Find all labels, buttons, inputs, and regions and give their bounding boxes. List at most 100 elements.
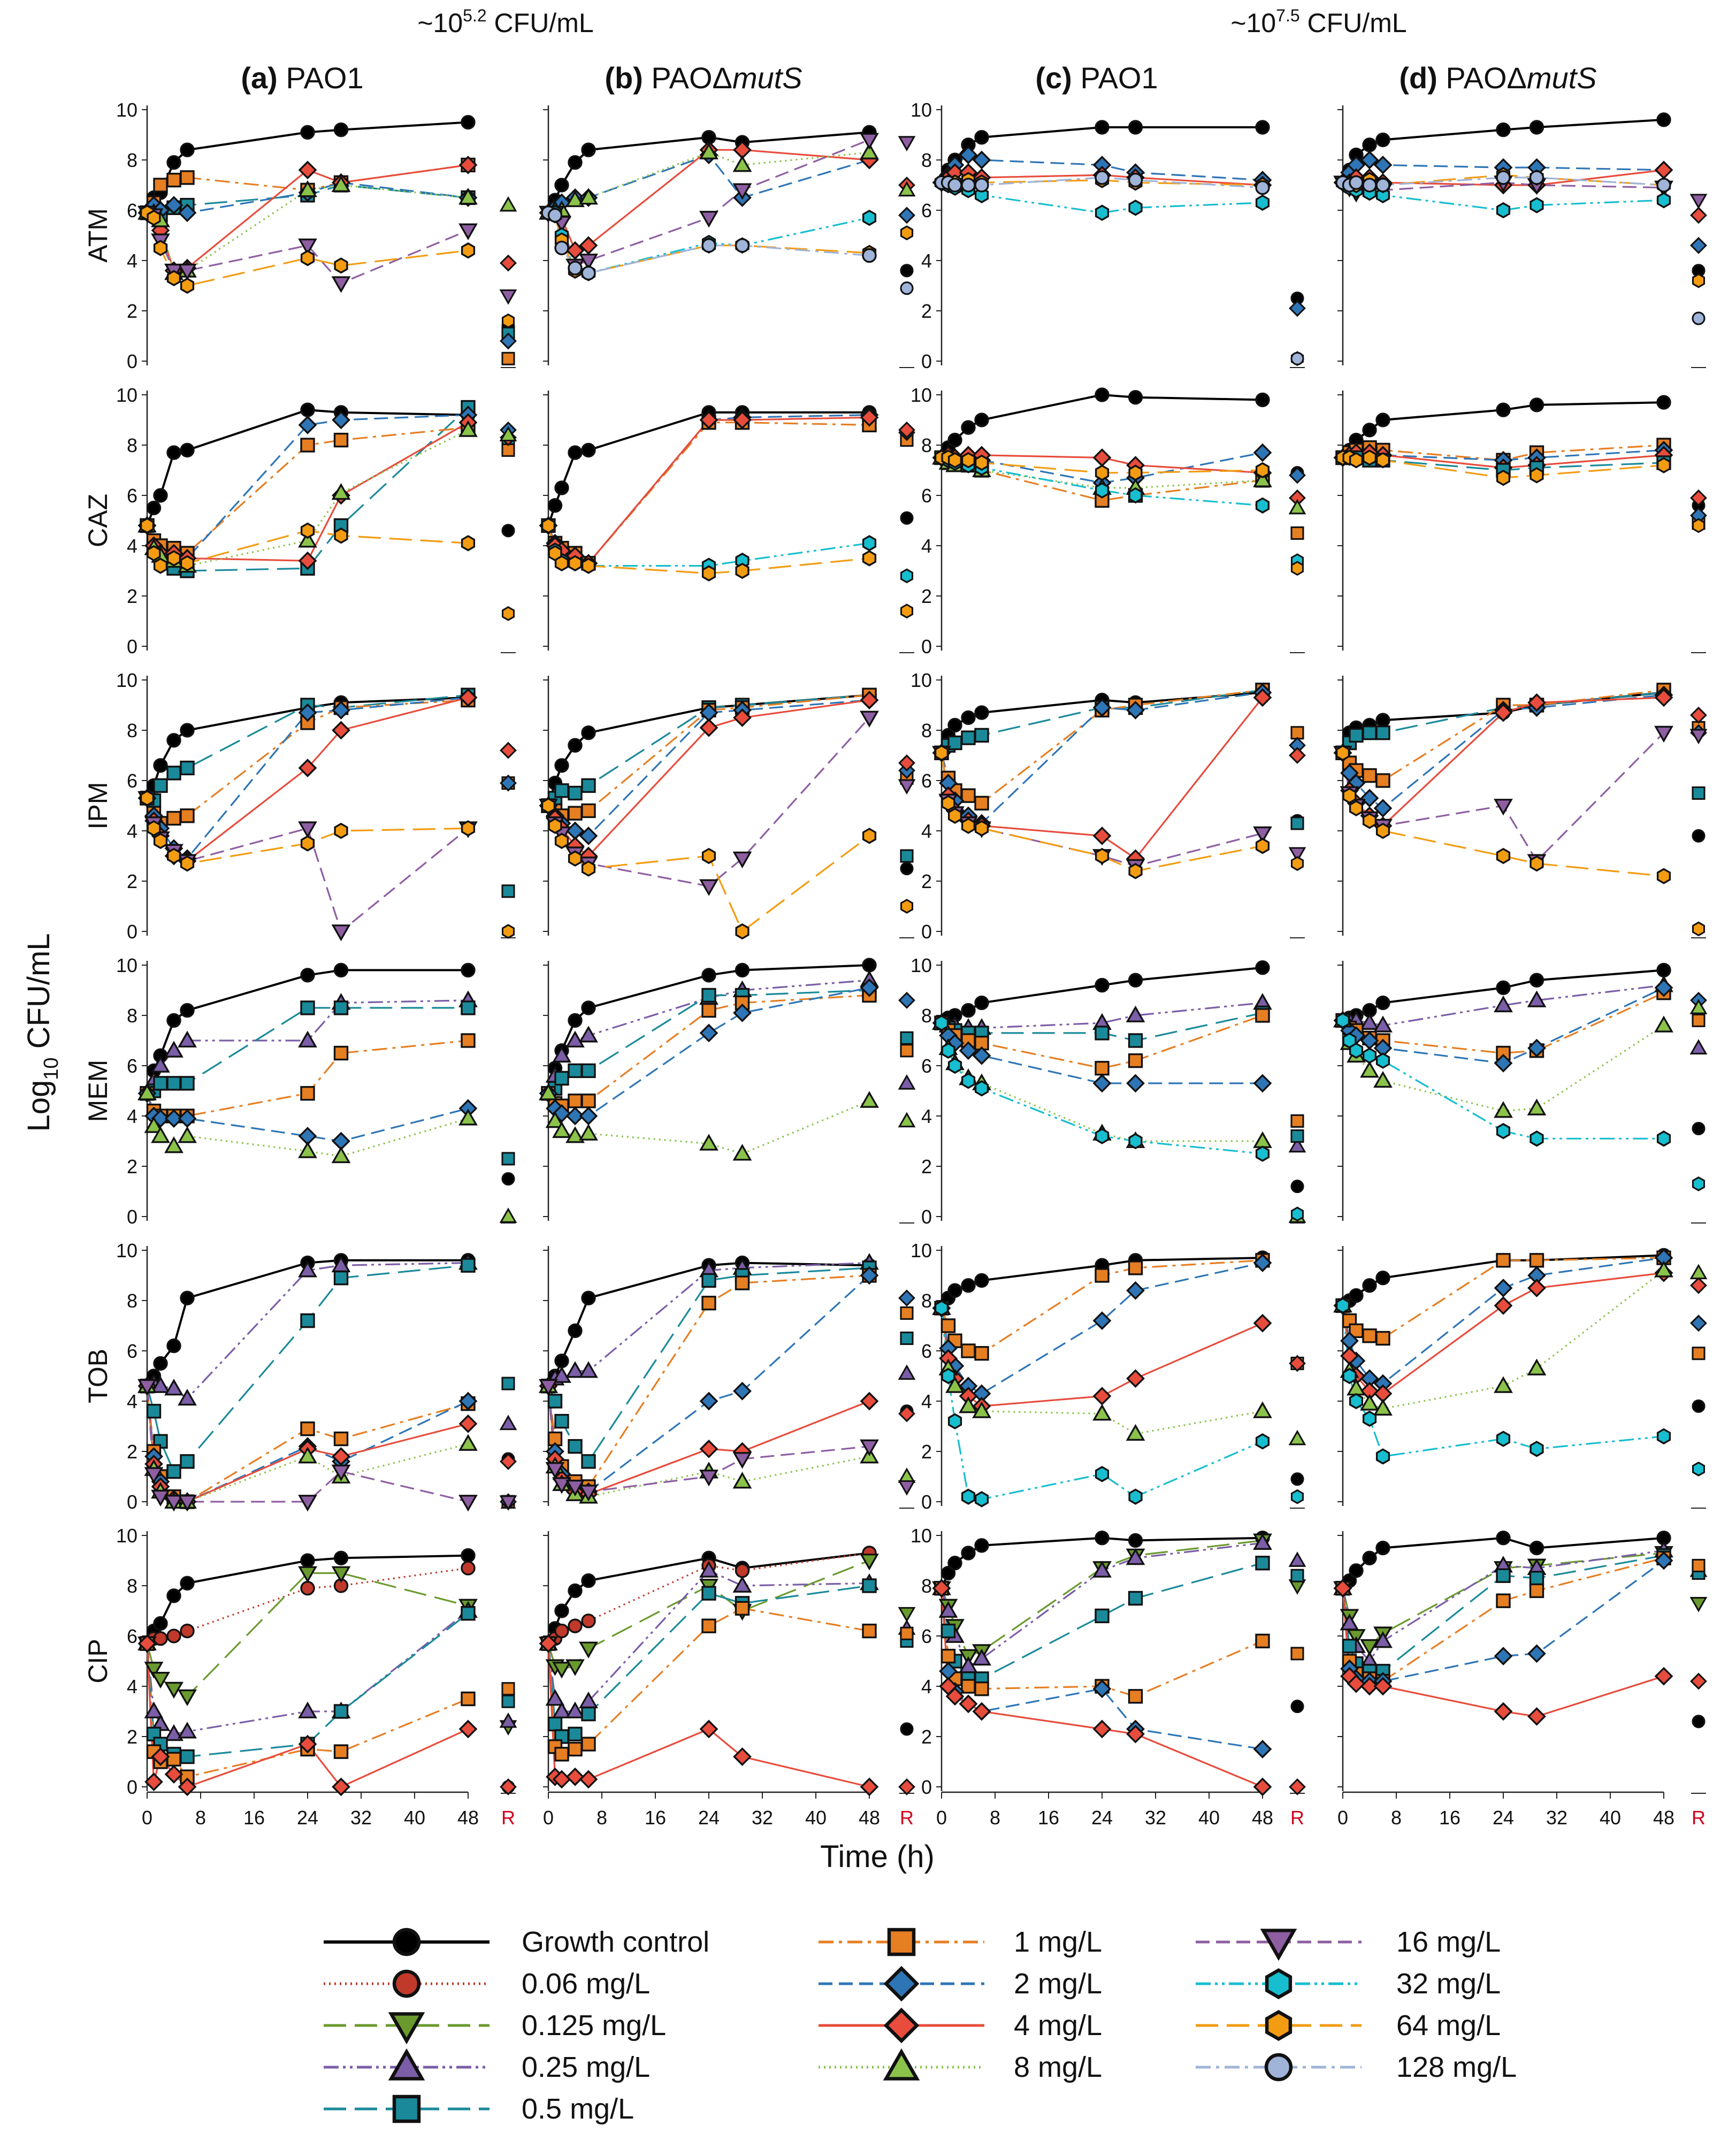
legend-label: 2 mg/L	[1014, 1968, 1102, 2000]
data-point-0-5-mg-l	[146, 1404, 162, 1419]
data-point-8-mg-l	[298, 1447, 317, 1464]
data-point-growth-control	[1375, 132, 1390, 148]
data-point-4-mg-l	[860, 691, 879, 709]
legend-item-8-mg-l: 8 mg/L	[819, 2048, 1102, 2083]
data-point-2-mg-l	[1654, 1551, 1673, 1570]
data-point-2-mg-l	[298, 703, 317, 722]
data-point-growth-control	[1529, 1540, 1544, 1556]
data-point-growth-control	[1128, 390, 1143, 405]
data-point-growth-control	[1362, 1278, 1377, 1293]
data-point-growth-control	[1349, 1563, 1364, 1578]
data-point-2-mg-l	[1373, 156, 1393, 174]
data-point-growth-control	[1128, 120, 1143, 135]
data-point-0-25-mg-l	[1373, 1631, 1393, 1648]
data-point-growth-control	[581, 1000, 596, 1015]
resistant-point-2-mg-l	[898, 1289, 915, 1307]
data-point-0-5-mg-l	[1529, 1571, 1544, 1586]
data-point-2-mg-l	[972, 1046, 991, 1065]
data-point-0-25-mg-l	[164, 1724, 183, 1741]
data-point-4-mg-l	[1654, 160, 1673, 180]
data-point-growth-control	[974, 1538, 989, 1553]
x-tick-label: 40	[1198, 1807, 1220, 1829]
data-point-growth-control	[300, 968, 315, 983]
data-point-128-mg-l	[547, 208, 563, 223]
x-tick-label: 8	[1391, 1807, 1402, 1829]
data-point-64-mg-l	[166, 847, 181, 865]
legend-item-32-mg-l: 32 mg/L	[1196, 1968, 1501, 2000]
data-point-0-5-mg-l	[333, 1000, 349, 1015]
data-point-64-mg-l	[1656, 457, 1671, 473]
y-tick-label: 8	[127, 434, 137, 456]
data-point-32-mg-l	[862, 535, 877, 552]
x-tick-label: 16	[645, 1807, 666, 1829]
data-point-0-5-mg-l	[701, 988, 716, 1003]
series-group	[1333, 683, 1708, 937]
data-point-0-5-mg-l	[166, 1076, 181, 1091]
data-point-growth-control	[180, 1290, 195, 1305]
series-line-32-mg-l	[940, 1308, 1263, 1500]
data-point-4-mg-l	[932, 1579, 951, 1598]
data-point-4-mg-l	[458, 1414, 478, 1433]
data-point-growth-control	[1496, 980, 1511, 995]
data-point-4-mg-l	[1654, 1666, 1673, 1686]
resistant-point-0-5-mg-l	[501, 1377, 515, 1390]
data-point-growth-control	[166, 733, 181, 748]
data-point-8-mg-l	[458, 420, 478, 437]
data-point-64-mg-l	[300, 250, 315, 266]
data-point-64-mg-l	[1095, 847, 1110, 865]
data-point-1-mg-l	[581, 1094, 596, 1108]
data-point-1-mg-l	[568, 806, 583, 821]
panel-ipm-d	[1333, 676, 1708, 938]
data-point-0-125-mg-l	[579, 1641, 598, 1658]
data-point-32-mg-l	[1128, 200, 1143, 216]
data-point-growth-control	[961, 1003, 976, 1018]
data-point-1-mg-l	[1529, 1253, 1544, 1268]
y-tick-label: 8	[127, 720, 137, 741]
resistant-point-4-mg-l	[500, 1778, 517, 1795]
x-tick-label: 32	[1546, 1807, 1567, 1829]
resistant-point-growth-control	[501, 524, 515, 538]
resistant-point-0-25-mg-l	[499, 1415, 517, 1431]
series-group	[932, 960, 1306, 1223]
resistant-point-64-mg-l	[1290, 856, 1304, 871]
data-point-1-mg-l	[1496, 1045, 1511, 1061]
x-tick-label: 24	[1091, 1807, 1113, 1829]
resistant-point-8-mg-l	[499, 196, 517, 212]
data-point-0-25-mg-l	[579, 1361, 598, 1378]
row-label-mem: MEM	[83, 1060, 113, 1122]
data-point-16-mg-l	[732, 1452, 752, 1469]
y-tick-label: 6	[921, 485, 932, 507]
data-point-0-5-mg-l	[568, 1726, 583, 1741]
data-point-128-mg-l	[1656, 178, 1671, 193]
data-point-2-mg-l	[1253, 1074, 1272, 1093]
data-point-2-mg-l	[178, 203, 197, 223]
y-tick-label: 6	[921, 770, 932, 792]
data-point-0-25-mg-l	[1092, 1561, 1112, 1578]
resistant-point-4-mg-l	[1690, 706, 1707, 724]
panel-title-a: (a) PAO1	[241, 61, 363, 95]
data-point-0-5-mg-l	[554, 783, 569, 798]
resistant-point-4-mg-l	[898, 754, 915, 772]
data-point-1-mg-l	[1375, 1331, 1390, 1346]
data-point-growth-control	[1496, 1531, 1511, 1546]
y-tick-label: 8	[921, 1290, 932, 1312]
data-point-128-mg-l	[581, 265, 596, 281]
data-point-1-mg-l	[554, 1747, 569, 1762]
data-point-64-mg-l	[1375, 822, 1390, 839]
data-point-128-mg-l	[1496, 170, 1511, 185]
legend-item-2-mg-l: 2 mg/L	[819, 1966, 1102, 2002]
y-tick-label: 2	[127, 300, 137, 322]
data-point-growth-control	[974, 412, 989, 427]
legend-marker-0-5-mg-l	[392, 2094, 421, 2123]
y-tick-label: 10	[911, 99, 932, 121]
data-point-0-5-mg-l	[333, 1271, 349, 1286]
data-point-128-mg-l	[1529, 170, 1544, 185]
y-tick-label: 4	[127, 820, 137, 842]
y-tick-label: 10	[911, 384, 932, 406]
legend-label: 128 mg/L	[1396, 2051, 1517, 2083]
data-point-2-mg-l	[860, 1266, 879, 1285]
data-point-4-mg-l	[539, 1634, 558, 1653]
data-point-growth-control	[166, 1338, 181, 1354]
data-point-64-mg-l	[334, 257, 348, 274]
data-point-growth-control	[333, 1550, 349, 1565]
